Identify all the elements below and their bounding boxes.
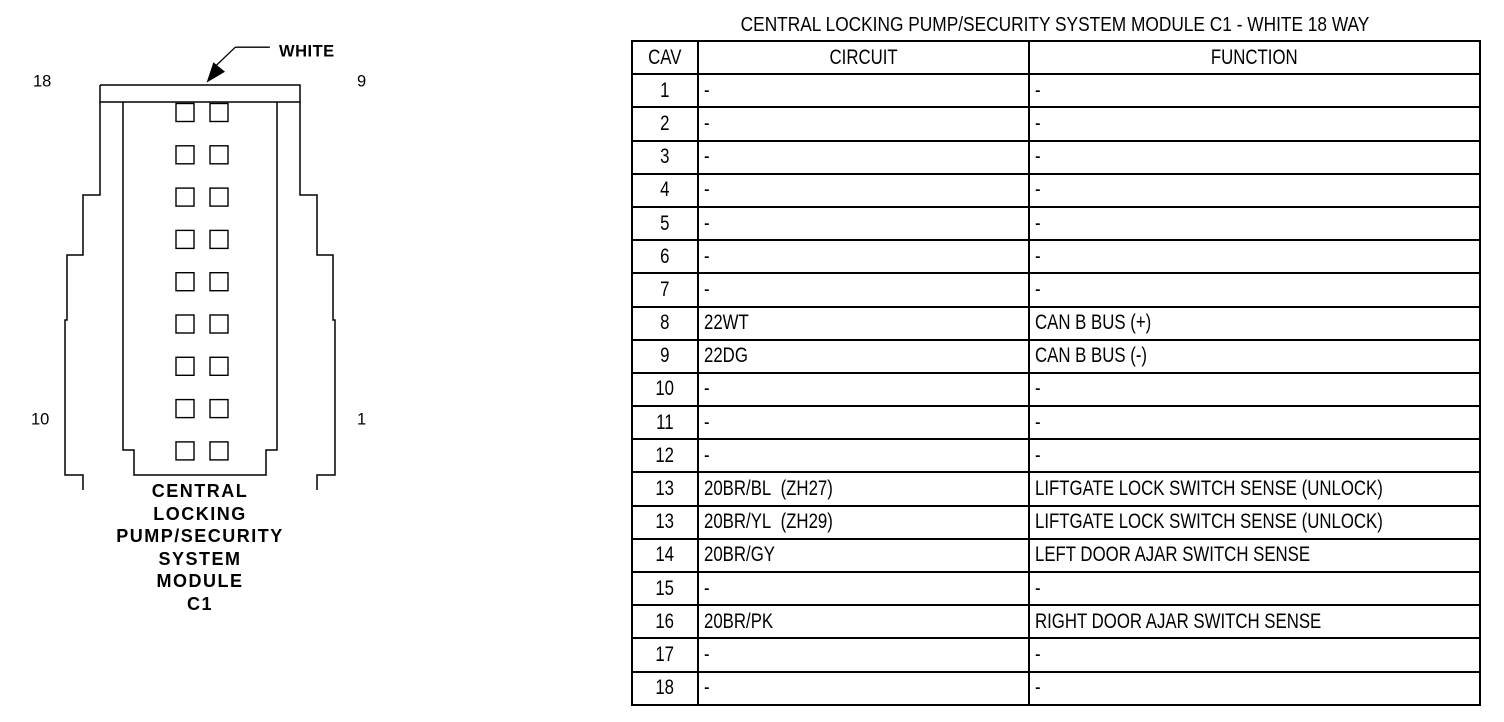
- svg-text:10: 10: [31, 411, 49, 429]
- svg-text:18: 18: [33, 73, 51, 91]
- svg-text:9: 9: [357, 73, 366, 91]
- svg-text:WHITE: WHITE: [279, 43, 335, 61]
- svg-text:1: 1: [357, 411, 366, 429]
